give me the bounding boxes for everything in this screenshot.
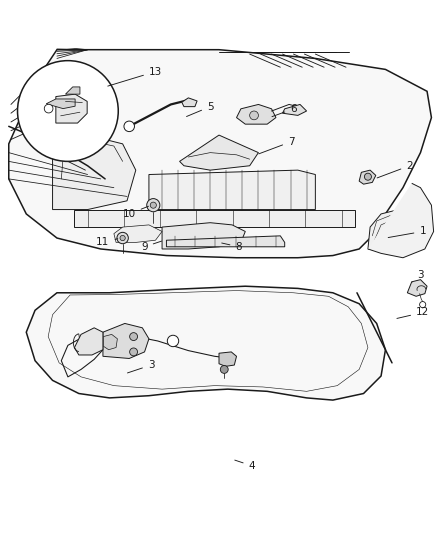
Polygon shape: [182, 98, 197, 107]
Text: 9: 9: [141, 241, 162, 252]
Text: 8: 8: [222, 242, 242, 252]
Polygon shape: [407, 280, 427, 296]
Text: 1: 1: [388, 227, 426, 238]
Polygon shape: [9, 50, 431, 258]
Polygon shape: [114, 225, 162, 243]
Polygon shape: [368, 183, 434, 258]
Polygon shape: [26, 286, 385, 400]
Circle shape: [120, 236, 125, 241]
Circle shape: [167, 335, 179, 346]
Text: 2: 2: [377, 161, 413, 178]
Text: 4: 4: [235, 460, 255, 471]
Text: 11: 11: [96, 237, 118, 247]
Polygon shape: [180, 135, 258, 170]
Text: 10: 10: [123, 206, 148, 219]
Polygon shape: [46, 99, 75, 109]
Text: 3: 3: [412, 270, 424, 282]
Text: 6: 6: [272, 104, 297, 117]
Circle shape: [364, 173, 371, 180]
Circle shape: [220, 366, 228, 374]
Circle shape: [147, 199, 160, 212]
Polygon shape: [162, 223, 245, 249]
Polygon shape: [149, 170, 315, 209]
Circle shape: [130, 333, 138, 341]
Text: 7: 7: [259, 136, 295, 154]
Circle shape: [117, 232, 128, 244]
Polygon shape: [237, 104, 276, 124]
Polygon shape: [103, 324, 149, 359]
Text: 5: 5: [187, 102, 214, 117]
Circle shape: [130, 348, 138, 356]
Circle shape: [150, 202, 156, 208]
Polygon shape: [103, 334, 117, 350]
Circle shape: [250, 111, 258, 120]
Circle shape: [124, 121, 134, 132]
Circle shape: [420, 302, 426, 308]
Text: 12: 12: [397, 308, 429, 318]
Text: 3: 3: [127, 360, 155, 373]
Text: 13: 13: [108, 67, 162, 86]
Polygon shape: [74, 328, 103, 355]
Polygon shape: [219, 352, 237, 366]
Polygon shape: [166, 236, 285, 247]
Polygon shape: [368, 209, 423, 251]
Polygon shape: [56, 94, 87, 123]
Polygon shape: [53, 135, 136, 209]
Circle shape: [44, 104, 53, 113]
Circle shape: [18, 61, 118, 161]
Polygon shape: [283, 104, 307, 115]
Polygon shape: [65, 87, 80, 94]
Polygon shape: [359, 170, 376, 184]
Polygon shape: [74, 209, 355, 227]
